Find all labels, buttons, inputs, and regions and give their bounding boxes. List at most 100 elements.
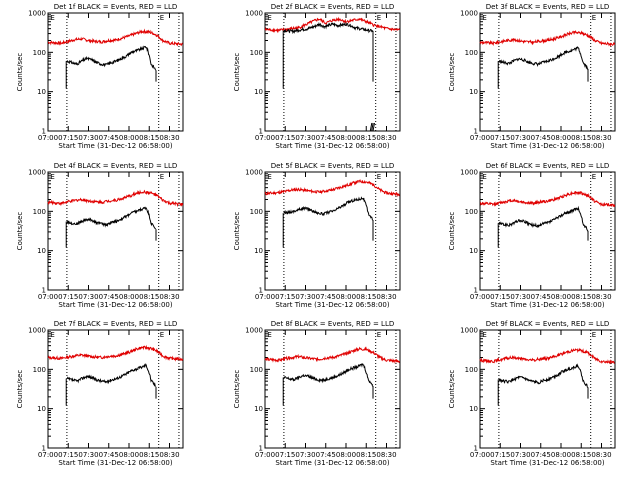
- black-series-line: [498, 205, 589, 232]
- panel-title: Det 9f BLACK = Events, RED = LLD: [486, 320, 609, 328]
- x-tick-label: 07:15: [490, 293, 510, 301]
- x-tick-label: 07:00: [38, 451, 58, 459]
- panel-4: Det 4f BLACK = Events, RED = LLD 1 10 100 10…: [16, 162, 184, 309]
- y-axis-label: Counts/sec: [233, 53, 241, 92]
- plot-frame: [479, 171, 616, 291]
- event-marker-label: E: [377, 14, 381, 22]
- x-tick-label: 07:45: [531, 451, 551, 459]
- panel-title: Det 3f BLACK = Events, RED = LLD: [486, 3, 609, 11]
- x-tick-label: 07:00: [255, 293, 275, 301]
- x-tick-label: 08:00: [119, 451, 139, 459]
- x-tick-label: 08:15: [356, 134, 376, 142]
- y-tick-label: 1: [42, 287, 46, 295]
- y-tick-label: 1: [42, 445, 46, 453]
- event-marker-label: E: [50, 331, 54, 339]
- y-tick-label: 1000: [28, 10, 46, 18]
- x-tick-label: 08:30: [376, 134, 396, 142]
- x-tick-label: 08:15: [356, 293, 376, 301]
- y-axis-label: Counts/sec: [233, 370, 241, 409]
- panel-6: Det 6f BLACK = Events, RED = LLD 1 10 100 10…: [448, 162, 616, 309]
- y-tick-label: 1000: [460, 327, 478, 335]
- plot-frame: [264, 171, 401, 291]
- y-tick-label: 1: [474, 445, 478, 453]
- red-series-line: [264, 179, 400, 198]
- panel-title: Det 4f BLACK = Events, RED = LLD: [54, 162, 177, 170]
- y-axis-label: Counts/sec: [448, 53, 456, 92]
- x-tick-label: 07:30: [78, 293, 98, 301]
- y-tick-label: 1000: [245, 327, 263, 335]
- x-tick-label: 08:30: [591, 134, 611, 142]
- x-tick-label: 07:30: [78, 451, 98, 459]
- black-series-line: [66, 363, 156, 387]
- x-tick-label: 08:30: [159, 451, 179, 459]
- y-tick-label: 1: [474, 128, 478, 136]
- y-tick-label: 100: [33, 208, 46, 216]
- red-series-line: [479, 29, 616, 47]
- x-tick-label: 07:15: [490, 451, 510, 459]
- panel-title: Det 7f BLACK = Events, RED = LLD: [54, 320, 177, 328]
- x-tick-label: 08:15: [139, 451, 159, 459]
- y-tick-label: 1000: [460, 10, 478, 18]
- x-axis-label: Start Time (31-Dec-12 06:58:00): [58, 142, 172, 150]
- y-tick-label: 10: [37, 405, 46, 413]
- black-series-line: [498, 363, 589, 388]
- event-marker-label: E: [592, 331, 596, 339]
- x-tick-label: 08:30: [159, 134, 179, 142]
- y-tick-label: 10: [37, 247, 46, 255]
- panel-3: Det 3f BLACK = Events, RED = LLD 1 10 100 10…: [448, 3, 616, 150]
- x-tick-label: 08:30: [376, 293, 396, 301]
- plot-frame: [479, 329, 616, 449]
- red-series-line: [47, 344, 184, 362]
- x-tick-label: 07:00: [470, 134, 490, 142]
- red-series-line: [264, 16, 401, 34]
- x-axis-label: Start Time (31-Dec-12 06:58:00): [275, 459, 389, 467]
- event-marker-label: E: [267, 173, 271, 181]
- x-tick-label: 08:15: [139, 293, 159, 301]
- y-axis-label: Counts/sec: [448, 212, 456, 251]
- x-tick-label: 07:45: [316, 451, 336, 459]
- y-axis-label: Counts/sec: [16, 53, 24, 92]
- x-tick-label: 07:30: [295, 293, 315, 301]
- x-tick-label: 07:15: [490, 134, 510, 142]
- y-tick-label: 100: [250, 366, 263, 374]
- x-tick-label: 08:15: [571, 451, 591, 459]
- plot-frame: [47, 12, 184, 132]
- x-tick-label: 07:00: [255, 134, 275, 142]
- x-tick-label: 08:30: [591, 293, 611, 301]
- x-tick-label: 08:15: [571, 293, 591, 301]
- x-tick-label: 07:00: [38, 293, 58, 301]
- x-tick-label: 08:15: [571, 134, 591, 142]
- x-tick-label: 08:30: [376, 451, 396, 459]
- x-tick-label: 07:45: [316, 293, 336, 301]
- panel-title: Det 5f BLACK = Events, RED = LLD: [271, 162, 394, 170]
- y-tick-label: 100: [33, 49, 46, 57]
- x-tick-label: 07:00: [470, 451, 490, 459]
- y-tick-label: 100: [465, 208, 478, 216]
- x-tick-label: 08:00: [119, 293, 139, 301]
- x-tick-label: 08:30: [159, 293, 179, 301]
- x-tick-label: 07:15: [275, 134, 295, 142]
- panel-7: Det 7f BLACK = Events, RED = LLD 1 10 100 10…: [16, 320, 184, 467]
- x-tick-label: 08:00: [336, 134, 356, 142]
- event-marker-label: E: [160, 173, 164, 181]
- y-tick-label: 1: [259, 287, 263, 295]
- x-tick-label: 07:45: [99, 451, 119, 459]
- y-tick-label: 100: [33, 366, 46, 374]
- y-axis-label: Counts/sec: [233, 212, 241, 251]
- event-marker-label: E: [50, 173, 54, 181]
- event-marker-label: E: [377, 173, 381, 181]
- y-tick-label: 10: [254, 405, 263, 413]
- red-series-line: [264, 346, 401, 364]
- x-tick-label: 07:30: [510, 134, 530, 142]
- event-marker-label: E: [482, 331, 486, 339]
- x-tick-label: 07:45: [99, 134, 119, 142]
- y-tick-label: 100: [465, 49, 478, 57]
- red-series-line: [47, 28, 183, 47]
- x-tick-label: 08:00: [551, 134, 571, 142]
- y-tick-label: 10: [469, 88, 478, 96]
- x-tick-label: 07:45: [531, 293, 551, 301]
- y-tick-label: 1000: [245, 10, 263, 18]
- event-marker-label: E: [160, 14, 164, 22]
- event-marker-label: E: [377, 331, 381, 339]
- x-tick-label: 08:00: [119, 134, 139, 142]
